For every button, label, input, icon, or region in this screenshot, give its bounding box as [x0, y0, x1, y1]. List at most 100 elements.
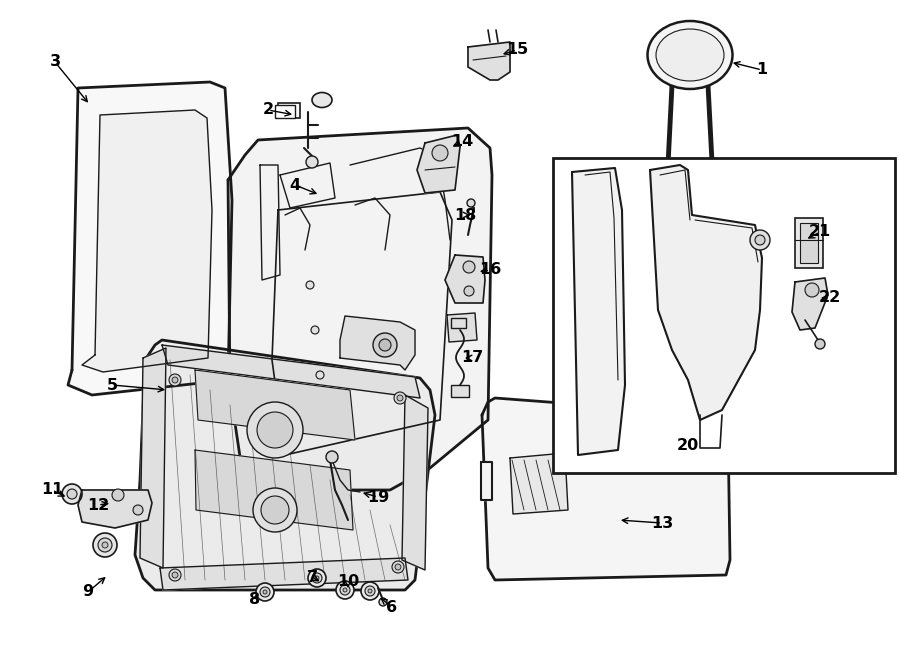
Circle shape	[394, 392, 406, 404]
Circle shape	[312, 573, 322, 583]
Circle shape	[336, 581, 354, 599]
Text: 20: 20	[677, 438, 699, 453]
Text: 8: 8	[249, 592, 261, 608]
Bar	[278, 103, 300, 118]
Polygon shape	[82, 110, 212, 372]
Circle shape	[261, 496, 289, 524]
Ellipse shape	[656, 29, 724, 81]
Polygon shape	[228, 128, 492, 490]
Circle shape	[133, 505, 143, 515]
Circle shape	[365, 586, 375, 596]
Circle shape	[463, 261, 475, 273]
Text: 22: 22	[819, 291, 842, 305]
Circle shape	[464, 286, 474, 296]
Circle shape	[306, 156, 318, 168]
Text: 2: 2	[263, 103, 274, 117]
Circle shape	[379, 339, 391, 351]
Bar	[451, 318, 466, 328]
Polygon shape	[340, 316, 415, 370]
Circle shape	[397, 395, 403, 401]
Circle shape	[316, 371, 324, 379]
Polygon shape	[482, 398, 730, 580]
Text: 19: 19	[367, 489, 389, 504]
Circle shape	[432, 145, 448, 161]
Polygon shape	[68, 82, 232, 395]
Circle shape	[340, 585, 350, 595]
Text: 11: 11	[40, 483, 63, 498]
Circle shape	[257, 412, 293, 448]
Circle shape	[373, 333, 397, 357]
Text: 4: 4	[290, 177, 301, 193]
Polygon shape	[78, 490, 152, 528]
Circle shape	[256, 583, 274, 601]
Polygon shape	[162, 345, 420, 398]
Circle shape	[308, 569, 326, 587]
Text: 15: 15	[506, 42, 528, 58]
Circle shape	[321, 411, 329, 419]
Circle shape	[260, 587, 270, 597]
Bar	[553, 158, 895, 473]
Polygon shape	[792, 278, 828, 330]
Circle shape	[62, 484, 82, 504]
Ellipse shape	[312, 93, 332, 107]
Polygon shape	[160, 558, 408, 590]
Polygon shape	[572, 168, 625, 455]
Circle shape	[395, 564, 401, 570]
Circle shape	[315, 576, 319, 580]
Text: 18: 18	[454, 207, 476, 222]
Text: 6: 6	[386, 600, 398, 614]
Ellipse shape	[647, 21, 733, 89]
Text: 3: 3	[50, 54, 60, 70]
Bar	[800, 223, 818, 263]
Text: 14: 14	[451, 134, 473, 150]
Bar	[451, 385, 469, 397]
Polygon shape	[447, 313, 477, 342]
Circle shape	[368, 589, 372, 593]
Circle shape	[172, 377, 178, 383]
Circle shape	[311, 326, 319, 334]
Text: 17: 17	[461, 350, 483, 365]
Circle shape	[755, 235, 765, 245]
Circle shape	[253, 488, 297, 532]
Circle shape	[93, 533, 117, 557]
Polygon shape	[650, 165, 762, 420]
Circle shape	[102, 542, 108, 548]
Circle shape	[361, 582, 379, 600]
Bar	[795, 218, 823, 268]
Text: 1: 1	[756, 62, 768, 77]
Circle shape	[67, 489, 77, 499]
Circle shape	[172, 572, 178, 578]
Polygon shape	[135, 340, 435, 590]
Circle shape	[326, 451, 338, 463]
Bar	[275, 105, 295, 118]
Text: 7: 7	[306, 569, 318, 585]
Text: 10: 10	[337, 575, 359, 589]
Text: 9: 9	[83, 585, 94, 600]
Polygon shape	[140, 348, 166, 568]
Text: 16: 16	[479, 263, 501, 277]
Text: 5: 5	[106, 377, 118, 393]
Circle shape	[306, 281, 314, 289]
Polygon shape	[481, 462, 492, 500]
Circle shape	[467, 199, 475, 207]
Circle shape	[343, 588, 347, 592]
Text: 21: 21	[809, 224, 831, 240]
Text: 13: 13	[651, 516, 673, 530]
Circle shape	[392, 561, 404, 573]
Polygon shape	[468, 42, 510, 80]
Text: 12: 12	[87, 498, 109, 512]
Polygon shape	[195, 370, 355, 440]
Circle shape	[112, 489, 124, 501]
Circle shape	[379, 598, 387, 606]
Circle shape	[815, 339, 825, 349]
Polygon shape	[510, 453, 568, 514]
Circle shape	[98, 538, 112, 552]
Circle shape	[750, 230, 770, 250]
Circle shape	[247, 402, 303, 458]
Polygon shape	[402, 395, 428, 570]
Circle shape	[263, 590, 267, 594]
Circle shape	[169, 569, 181, 581]
Polygon shape	[417, 135, 460, 193]
Circle shape	[805, 283, 819, 297]
Polygon shape	[195, 450, 353, 530]
